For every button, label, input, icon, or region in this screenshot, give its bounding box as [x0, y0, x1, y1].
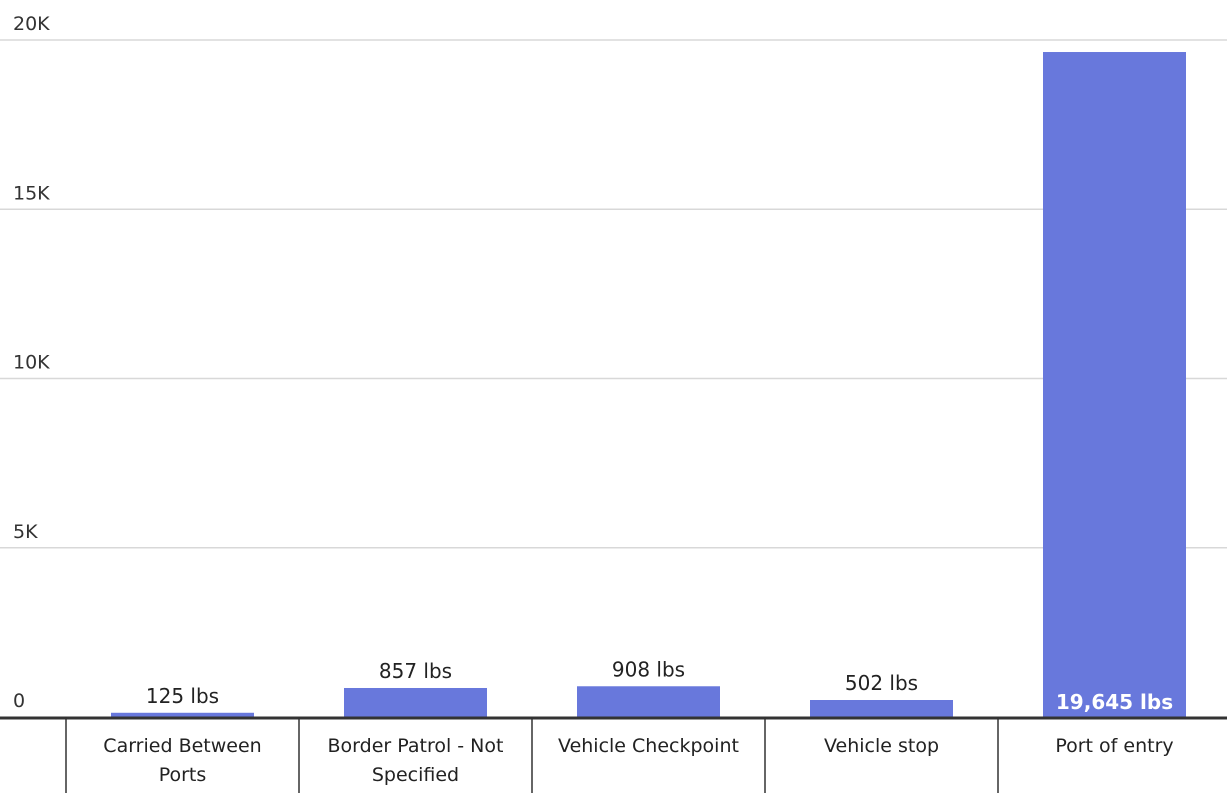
bars — [111, 52, 1186, 718]
gridlines — [0, 39, 1227, 549]
y-tick-label: 5K — [13, 521, 38, 543]
category-label: Specified — [372, 764, 459, 786]
category-label: Carried Between — [103, 735, 261, 757]
bar — [111, 712, 254, 717]
y-tick-label: 20K — [13, 13, 50, 35]
data-label: 908 lbs — [612, 657, 685, 681]
data-label: 502 lbs — [845, 671, 918, 695]
category-labels: Carried Between Ports Border Patrol - Not S… — [103, 735, 1173, 786]
bar — [810, 700, 953, 717]
y-tick-label: 10K — [13, 352, 50, 374]
bar — [1043, 52, 1186, 718]
category-label: Port of entry — [1055, 735, 1173, 757]
data-label: 125 lbs — [146, 684, 219, 708]
y-tick-label: 15K — [13, 182, 50, 204]
data-label: 19,645 lbs — [1056, 690, 1173, 714]
y-axis-ticks: 0 5K 10K 15K 20K — [13, 13, 50, 712]
data-labels: 125 lbs 857 lbs 908 lbs 502 lbs 19,645 lbs — [146, 657, 1173, 714]
x-axis — [0, 716, 1227, 793]
y-tick-label: 0 — [13, 690, 25, 712]
category-label: Border Patrol - Not — [328, 735, 504, 757]
bar — [344, 687, 487, 717]
data-label: 857 lbs — [379, 659, 452, 683]
category-label: Vehicle Checkpoint — [558, 735, 739, 757]
category-label: Vehicle stop — [824, 735, 939, 757]
category-label: Ports — [159, 764, 207, 786]
bar — [577, 686, 720, 717]
